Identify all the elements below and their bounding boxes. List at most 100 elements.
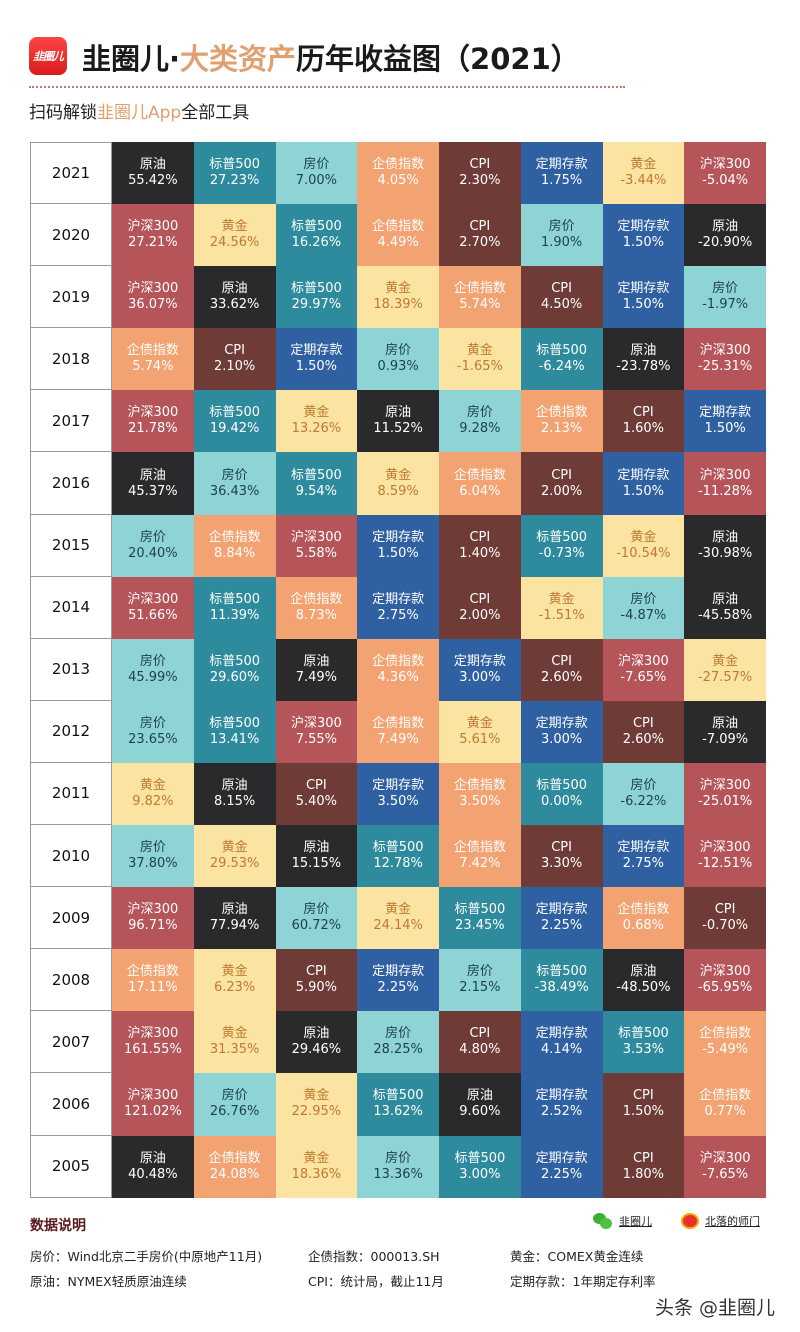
asset-name: 原油 (303, 840, 330, 856)
year-label: 2020 (30, 204, 112, 267)
weibo-link[interactable]: 北落的师门 (681, 1213, 760, 1229)
asset-name: 沪深300 (699, 777, 751, 793)
asset-name: 原油 (139, 467, 166, 483)
return-value: 7.49% (295, 669, 338, 685)
asset-name: 标普500 (536, 777, 588, 793)
asset-name: 定期存款 (535, 1150, 588, 1166)
return-value: 5.74% (132, 359, 174, 375)
return-cell: 黄金 13.26% (275, 390, 358, 453)
return-value: 51.66% (128, 607, 178, 623)
return-value: 29.46% (291, 1042, 342, 1058)
wechat-link[interactable]: 韭圈儿 (593, 1213, 652, 1229)
return-value: 28.25% (373, 1042, 423, 1058)
asset-name: 黄金 (385, 467, 412, 483)
return-value: 2.00% (540, 483, 583, 499)
asset-name: 沪深300 (127, 405, 179, 421)
asset-name: 黄金 (466, 715, 493, 731)
return-value: 1.75% (540, 173, 583, 189)
return-value: 1.50% (704, 421, 746, 437)
asset-name: 标普500 (536, 529, 588, 545)
asset-name: 定期存款 (617, 219, 670, 235)
return-cell: 房价 -6.22% (602, 762, 685, 826)
asset-name: 黄金 (466, 343, 493, 359)
wechat-icon (593, 1213, 613, 1229)
return-cell: 沪深300 -7.65% (684, 1135, 766, 1198)
return-cell: 企债指数 -5.49% (684, 1011, 766, 1074)
return-value: -0.73% (538, 545, 585, 561)
return-value: 3.50% (459, 793, 501, 809)
return-value: 2.15% (459, 980, 501, 996)
return-value: 36.07% (128, 297, 178, 313)
return-value: -65.95% (697, 980, 753, 996)
year-label: 2006 (30, 1073, 112, 1136)
asset-name: 沪深300 (699, 840, 751, 856)
asset-name: 沪深300 (699, 964, 751, 980)
asset-name: 原油 (385, 405, 412, 421)
return-value: -20.90% (697, 235, 753, 251)
asset-name: 房价 (385, 1026, 412, 1042)
return-value: 1.50% (622, 297, 665, 313)
year-label: 2015 (30, 514, 112, 577)
return-value: 55.42% (128, 173, 178, 189)
asset-name: 企债指数 (372, 653, 425, 669)
return-cell: 定期存款 3.00% (520, 700, 603, 763)
asset-name: 标普500 (372, 840, 424, 856)
asset-name: 原油 (712, 219, 739, 235)
return-value: 9.28% (459, 421, 501, 437)
return-cell: 定期存款 1.50% (602, 204, 685, 267)
return-value: 161.55% (123, 1042, 182, 1058)
return-value: 2.70% (459, 235, 501, 251)
return-cell: 沪深300 -25.31% (684, 328, 766, 391)
asset-name: 标普500 (536, 964, 588, 980)
return-value: 5.90% (295, 980, 338, 996)
note-oil: 原油：NYMEX轻质原油连续 (30, 1274, 187, 1289)
return-value: 7.49% (377, 731, 419, 747)
return-value: 4.36% (377, 669, 419, 685)
return-value: 8.59% (377, 483, 419, 499)
return-value: -45.58% (697, 607, 753, 623)
asset-name: 企债指数 (699, 1088, 752, 1104)
asset-name: 定期存款 (535, 1026, 588, 1042)
asset-name: 原油 (303, 653, 330, 669)
divider (29, 86, 625, 88)
note-house: 房价：Wind北京二手房价(中原地产11月) (30, 1249, 263, 1264)
asset-name: 原油 (712, 529, 739, 545)
return-cell: 沪深300 -12.51% (684, 825, 766, 888)
return-value: 3.00% (459, 669, 501, 685)
asset-name: 定期存款 (290, 343, 343, 359)
return-cell: CPI 5.40% (275, 762, 358, 826)
return-value: 4.80% (459, 1042, 501, 1058)
asset-name: 标普500 (209, 653, 261, 669)
return-value: 1.90% (540, 235, 583, 251)
asset-name: 房价 (630, 591, 657, 607)
asset-name: 黄金 (303, 1150, 330, 1166)
return-value: -1.97% (702, 297, 749, 313)
return-cell: 沪深300 161.55% (112, 1011, 194, 1074)
return-value: 45.37% (128, 483, 178, 499)
asset-name: 房价 (548, 219, 575, 235)
return-cell: 原油 11.52% (357, 390, 439, 453)
subtitle: 扫码解锁韭圈儿App全部工具 (29, 103, 250, 123)
return-value: 0.77% (704, 1104, 746, 1120)
return-value: 60.72% (291, 918, 342, 934)
return-value: 24.08% (209, 1166, 260, 1182)
table-row: 2011 黄金 9.82% 原油 8.15% CPI 5.40% 定期存款 3.50% 企债指数 3… (30, 762, 766, 826)
return-cell: 定期存款 1.75% (520, 142, 603, 205)
asset-name: 企债指数 (372, 715, 425, 731)
asset-name: 企债指数 (453, 467, 506, 483)
return-cell: 黄金 31.35% (193, 1011, 276, 1074)
return-value: 21.78% (128, 421, 178, 437)
asset-name: 沪深300 (127, 902, 179, 918)
return-cell: 沪深300 36.07% (112, 266, 194, 329)
return-cell: 房价 20.40% (112, 514, 194, 577)
asset-name: CPI (551, 467, 572, 483)
asset-name: 企债指数 (617, 902, 670, 918)
return-value: -30.98% (697, 545, 753, 561)
weibo-icon (681, 1213, 699, 1229)
return-cell: 标普500 13.62% (357, 1073, 439, 1136)
return-cell: CPI 2.60% (520, 638, 603, 701)
year-label: 2021 (30, 142, 112, 205)
asset-name: 原油 (712, 715, 739, 731)
return-value: -5.49% (702, 1042, 749, 1058)
asset-name: 房价 (221, 467, 248, 483)
